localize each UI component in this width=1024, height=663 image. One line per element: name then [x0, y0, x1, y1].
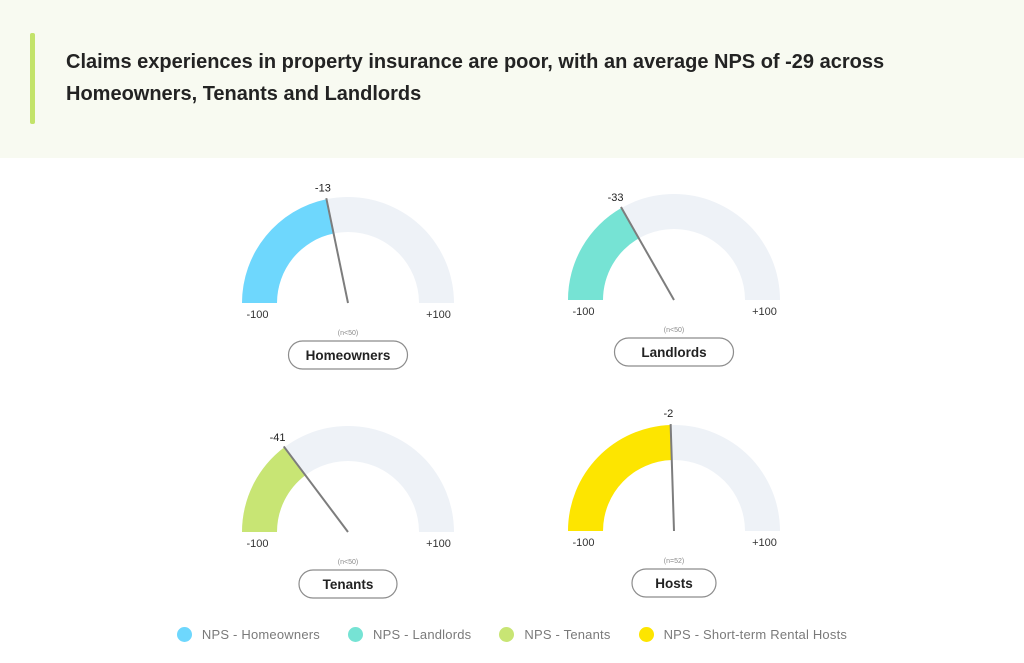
gauge-track [568, 425, 780, 531]
gauge-needle [282, 445, 349, 533]
segment-label: Hosts [655, 576, 693, 591]
gauge-min-label: -100 [572, 537, 594, 549]
segment-label: Homeowners [306, 348, 391, 363]
legend-item: NPS - Landlords [347, 627, 472, 642]
gauge-value-label: -13 [315, 182, 331, 194]
gauge-needle [325, 198, 349, 304]
segment-pill [613, 337, 735, 367]
gauge-value-arc [568, 425, 672, 531]
segment-pill [631, 568, 717, 598]
gauge-max-label: +100 [426, 538, 451, 550]
segment-label: Tenants [323, 577, 374, 592]
gauge-min-label: -100 [246, 309, 268, 321]
gauge-value-arc [568, 207, 639, 300]
gauge-value-arc [242, 447, 306, 532]
gauge-value-label: -41 [270, 432, 286, 444]
gauge-track [568, 194, 780, 300]
segment-pill [287, 340, 409, 370]
gauge-sample-size: (n<50) [338, 559, 358, 566]
gauge-sample-size: (n=52) [664, 558, 684, 565]
legend-item: NPS - Tenants [499, 627, 610, 642]
legend-swatch [176, 627, 192, 642]
header-accent-bar [30, 33, 35, 124]
gauge-sample-size: (n<50) [664, 327, 684, 334]
gauge-track [242, 426, 454, 532]
gauge-max-label: +100 [426, 309, 451, 321]
legend-swatch [499, 627, 515, 642]
gauge-min-label: -100 [246, 538, 268, 550]
segment-label: Landlords [641, 345, 706, 360]
gauge-value-arc [242, 199, 334, 303]
legend-label: NPS - Tenants [524, 627, 611, 642]
page-title: Claims experiences in property insurance… [66, 51, 885, 105]
gauge-value-label: -2 [664, 408, 674, 420]
legend-label: NPS - Homeowners [201, 627, 320, 642]
gauge-max-label: +100 [752, 537, 777, 549]
legend-swatch [347, 627, 363, 642]
gauge-value-label: -33 [608, 192, 624, 204]
gauge-sample-size: (n<50) [338, 330, 358, 337]
gauge-needle [669, 424, 675, 532]
gauge-track [242, 197, 454, 303]
legend-item: NPS - Homeowners [176, 627, 320, 642]
legend-item: NPS - Short-term Rental Hosts [638, 627, 848, 642]
header-panel: Claims experiences in property insurance… [0, 0, 1024, 158]
gauge-needle [620, 206, 675, 301]
gauge-min-label: -100 [572, 306, 594, 318]
segment-pill [298, 569, 398, 599]
chart-legend: NPS - Homeowners NPS - Landlords NPS - Ten… [0, 627, 1024, 642]
legend-label: NPS - Landlords [372, 627, 472, 642]
legend-label: NPS - Short-term Rental Hosts [663, 627, 848, 642]
gauge-max-label: +100 [752, 306, 777, 318]
legend-swatch [638, 627, 654, 642]
